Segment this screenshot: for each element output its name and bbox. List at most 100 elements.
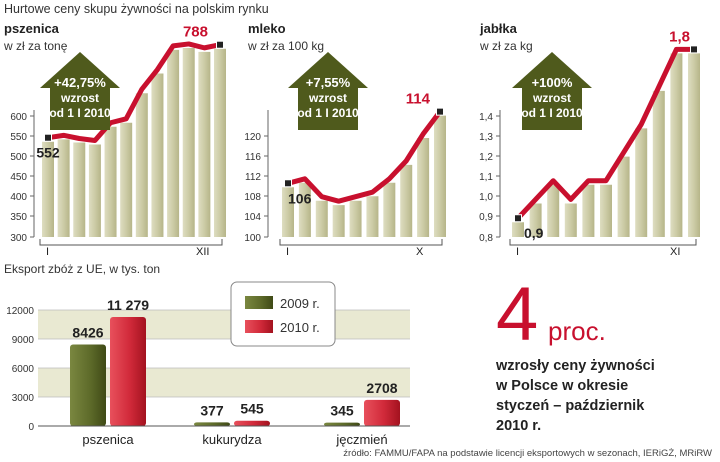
data-point <box>622 151 625 154</box>
stripe-column <box>400 164 413 237</box>
data-point <box>569 198 572 201</box>
bar-pszenica-2009 <box>70 344 106 426</box>
bar-jęczmień-2009 <box>324 422 360 426</box>
y-tick-label: 1,1 <box>479 172 493 183</box>
stripe-column <box>670 53 683 237</box>
legend-swatch-2009 <box>245 296 273 309</box>
y-tick-label: 108 <box>244 192 261 203</box>
data-point <box>303 177 307 180</box>
stripe-column <box>167 49 180 237</box>
growth-label: wzrost <box>308 91 347 105</box>
bar-value-label: 345 <box>330 403 354 419</box>
series-line <box>285 109 443 204</box>
bar-value-label: 377 <box>200 402 224 418</box>
stripe-column <box>298 182 311 237</box>
data-point <box>675 48 678 51</box>
category-label: jęczmień <box>335 432 387 447</box>
growth-label: wzrost <box>532 91 571 105</box>
data-point <box>640 123 643 126</box>
stripe-column <box>42 141 54 237</box>
end-value-label: 1,8 <box>669 28 690 45</box>
price-chart-pszenica: pszenica w zł za tonę 300 350 400 450 500 550 60… <box>3 21 226 258</box>
data-point <box>405 159 408 163</box>
data-point <box>552 179 555 182</box>
stripe-column <box>582 184 595 237</box>
stripe-column <box>688 53 700 237</box>
growth-percent: +7,55% <box>306 75 351 90</box>
callout-line-1: wzrosły ceny żywności <box>495 358 655 374</box>
data-point <box>171 44 175 48</box>
callout: 4 proc. wzrosły ceny żywności w Polsce w… <box>495 272 655 434</box>
stripe-column <box>104 126 117 237</box>
series-line <box>45 41 223 143</box>
price-chart-jablka: jabłka w zł za kg 0,8 0,9 1,0 1,1 1,2 1,3 1,4 I XI… <box>479 21 700 258</box>
stripe-column <box>73 142 86 237</box>
y-tick-label: 0,8 <box>479 233 493 244</box>
y-tick-label: 600 <box>10 112 27 123</box>
y-tick-label: 6000 <box>12 364 35 375</box>
source-note: źródło: FAMMU/FAPA na podstawie licencji… <box>343 448 712 459</box>
unit-label: w zł za 100 kg <box>247 39 324 53</box>
data-point <box>354 195 357 198</box>
bar-kukurydza-2009 <box>194 422 230 426</box>
start-marker <box>514 214 522 223</box>
y-tick-label: 400 <box>10 192 27 203</box>
x-last-label: XII <box>196 246 209 258</box>
stripe-column <box>417 138 430 237</box>
stripe-column <box>564 203 577 237</box>
growth-since: od 1 I 2010 <box>49 106 111 120</box>
stripe-column <box>600 184 612 237</box>
end-marker <box>436 107 444 116</box>
start-value-label: 0,9 <box>524 225 544 241</box>
category-label: pszenica <box>82 432 134 447</box>
callout-line-2: w Polsce w okresie <box>495 378 628 394</box>
legend: 2009 r. 2010 r. <box>230 281 336 347</box>
x-last-label: XI <box>670 246 680 258</box>
stripe-column <box>635 128 648 237</box>
stripe-column <box>349 200 362 237</box>
y-tick-label: 120 <box>244 132 261 143</box>
stripe-column <box>617 156 630 237</box>
bar-value-label: 2708 <box>366 380 397 396</box>
data-point <box>93 139 97 142</box>
stripe-column <box>512 222 524 237</box>
y-tick-label: 1,4 <box>479 112 493 123</box>
start-marker <box>284 179 292 188</box>
data-point <box>371 191 374 194</box>
growth-arrow-icon <box>288 52 368 130</box>
data-point <box>421 132 425 136</box>
growth-arrow-icon <box>40 52 120 130</box>
export-chart-title: Eksport zbóż z UE, w tys. ton <box>4 262 160 276</box>
x-first-label: I <box>286 246 289 258</box>
data-point <box>337 199 340 203</box>
stripe-column <box>120 122 133 237</box>
y-tick-label: 9000 <box>12 335 35 346</box>
stripe-column <box>214 48 226 238</box>
data-point <box>203 46 206 50</box>
category-label: kukurydza <box>202 432 262 447</box>
callout-word: proc. <box>548 316 606 346</box>
unit-label: w zł za kg <box>479 39 533 53</box>
stripe-column <box>652 90 665 238</box>
stripe-column <box>135 93 148 237</box>
callout-big-number: 4 <box>496 272 538 357</box>
data-point <box>124 117 128 121</box>
y-tick-label: 104 <box>244 212 261 223</box>
x-last-label: X <box>416 246 424 258</box>
y-tick-label: 550 <box>10 132 27 143</box>
y-tick-label: 112 <box>245 172 261 183</box>
stripe-column <box>198 51 211 237</box>
growth-percent: +42,75% <box>54 75 106 90</box>
start-marker <box>44 133 52 142</box>
callout-line-4: 2010 r. <box>496 418 541 434</box>
chart-title: mleko <box>248 21 286 36</box>
y-tick-label: 500 <box>10 152 27 163</box>
y-tick-label: 3000 <box>12 393 35 404</box>
x-axis-bracket <box>509 239 697 246</box>
chart-title: jabłka <box>479 21 518 36</box>
end-value-label: 114 <box>406 91 431 108</box>
chart-title: pszenica <box>4 21 60 36</box>
growth-label: wzrost <box>60 91 99 105</box>
